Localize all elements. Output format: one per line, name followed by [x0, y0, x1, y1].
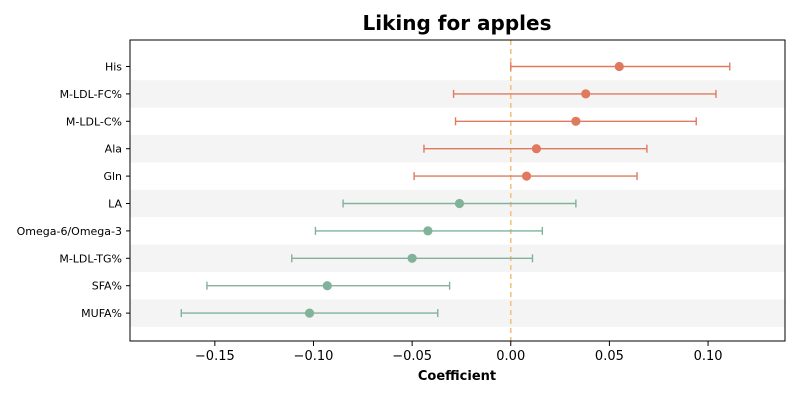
x-tick-label: 0.10 — [694, 349, 723, 364]
x-tick-label: −0.15 — [195, 349, 235, 364]
coef-point — [454, 198, 465, 209]
coef-point — [581, 89, 591, 99]
y-tick-label: Gln — [103, 170, 122, 183]
data-marks — [180, 61, 731, 318]
x-tick-label: 0.05 — [595, 349, 624, 364]
y-tick-label: M-LDL-C% — [66, 115, 122, 128]
coef-point — [571, 116, 581, 126]
coef-point — [322, 281, 332, 291]
coef-point — [423, 226, 433, 236]
coef-point — [531, 144, 542, 154]
y-tick-label: LA — [108, 198, 122, 211]
y-tick-label: His — [105, 61, 122, 74]
x-axis-label: Coefficient — [418, 369, 496, 384]
coef-point — [614, 61, 624, 72]
plot-frame — [129, 39, 786, 342]
x-tick-label: −0.05 — [392, 349, 432, 364]
coef-point — [521, 171, 532, 181]
y-tick-label: M-LDL-FC% — [60, 88, 122, 101]
y-tick-labels: His M-LDL-FC% M-LDL-C% Ala Gln LA Omega-6/Omeg… — [17, 61, 130, 320]
chart-title: Liking for apples — [363, 11, 552, 35]
y-tick-label: Omega-6/Omega-3 — [17, 225, 122, 238]
axes — [129, 39, 786, 342]
y-tick-label: SFA% — [92, 280, 122, 293]
y-tick-label: Ala — [105, 143, 122, 156]
coef-point — [304, 308, 315, 318]
y-tick-label: M-LDL-TG% — [59, 252, 122, 265]
y-tick-label: MUFA% — [81, 307, 122, 320]
coef-point — [407, 253, 417, 263]
x-ticks: −0.15 −0.10 −0.05 0.00 0.05 0.10 — [195, 341, 723, 364]
x-tick-label: 0.00 — [496, 349, 525, 364]
x-tick-label: −0.10 — [294, 349, 334, 364]
